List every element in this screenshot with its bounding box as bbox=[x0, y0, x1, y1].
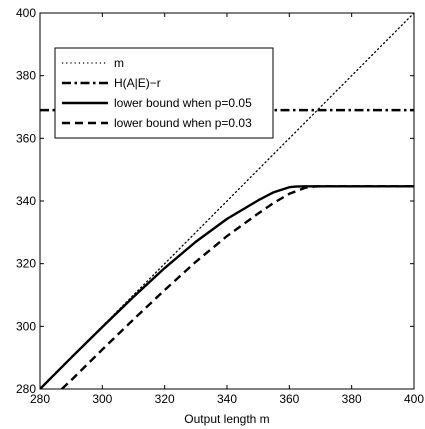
y-tick-label: 300 bbox=[16, 319, 36, 333]
x-tick-label: 400 bbox=[404, 392, 424, 406]
y-tick-label: 360 bbox=[16, 131, 36, 145]
series-line-lower-bound-when-p-0-03 bbox=[60, 185, 414, 389]
ticks-layer: 280 300 320 340 360 380 400 280 300 320 340 360 380 4… bbox=[16, 6, 424, 406]
y-tick-label: 340 bbox=[16, 194, 36, 208]
legend: m H(A|E)−r lower bound when p=0.05 lower bo… bbox=[54, 47, 274, 139]
series-line-lower-bound-when-p-0-05 bbox=[40, 185, 414, 389]
legend-label-m: m bbox=[114, 56, 124, 70]
y-tick-label: 400 bbox=[16, 6, 36, 20]
x-tick-label: 280 bbox=[30, 392, 50, 406]
x-tick-label: 360 bbox=[279, 392, 299, 406]
legend-label-h-a-e-r: H(A|E)−r bbox=[114, 76, 161, 90]
y-tick-label: 380 bbox=[16, 69, 36, 83]
y-tick-label: 320 bbox=[16, 257, 36, 271]
x-tick-label: 340 bbox=[217, 392, 237, 406]
legend-label-lower-bound-when-p-0-05: lower bound when p=0.05 bbox=[114, 96, 252, 110]
x-axis-label: Output length m bbox=[184, 412, 269, 426]
x-tick-label: 380 bbox=[342, 392, 362, 406]
x-tick-label: 320 bbox=[155, 392, 175, 406]
legend-label-lower-bound-when-p-0-03: lower bound when p=0.03 bbox=[114, 116, 252, 130]
y-tick-label: 280 bbox=[16, 382, 36, 396]
x-tick-label: 300 bbox=[92, 392, 112, 406]
